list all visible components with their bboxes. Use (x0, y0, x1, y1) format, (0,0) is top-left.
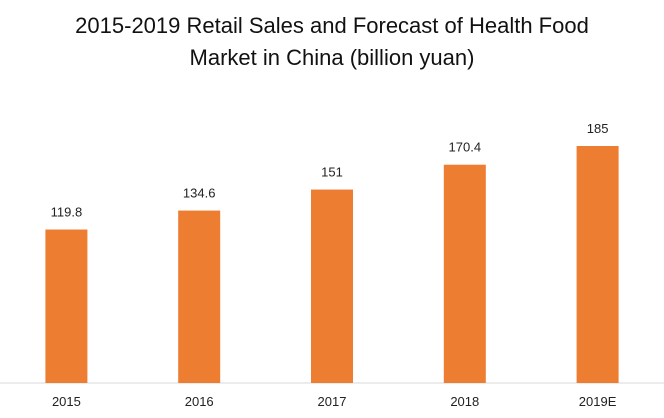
value-label: 170.4 (449, 140, 482, 155)
x-tick-label: 2017 (318, 394, 347, 409)
bar (576, 146, 619, 383)
bar (311, 189, 353, 383)
bar (45, 229, 88, 383)
x-tick-label: 2016 (185, 394, 214, 409)
value-label: 185 (587, 121, 609, 136)
bar (178, 210, 221, 383)
x-tick-label: 2018 (450, 394, 479, 409)
value-label: 134.6 (183, 186, 216, 201)
chart-title: 2015-2019 Retail Sales and Forecast of H… (75, 13, 589, 70)
x-tick-label: 2015 (52, 394, 81, 409)
x-tick-label: 2019E (579, 394, 617, 409)
value-label: 151 (321, 165, 343, 180)
bar (443, 164, 486, 383)
value-label: 119.8 (51, 205, 83, 220)
